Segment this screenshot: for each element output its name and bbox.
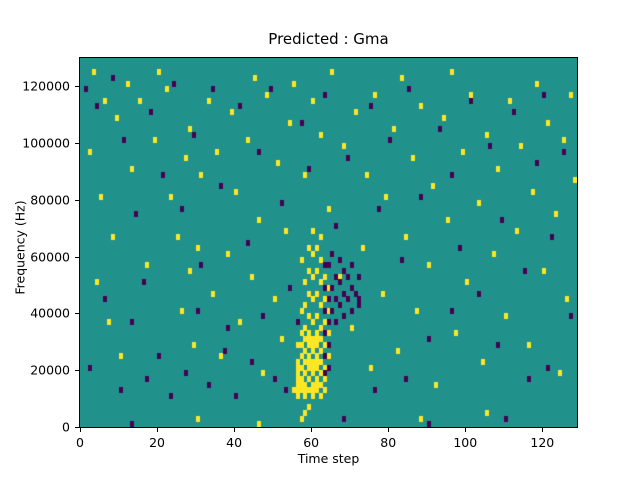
x-tick-label: 80 bbox=[380, 435, 397, 450]
y-tick-label: 40000 bbox=[30, 305, 70, 321]
plot-area bbox=[79, 57, 578, 428]
y-tick-label: 20000 bbox=[30, 362, 70, 378]
chart-title: Predicted : Gma bbox=[268, 30, 389, 48]
x-tick-label: 60 bbox=[303, 435, 320, 450]
x-tick-label: 40 bbox=[226, 435, 243, 450]
x-tick-mark bbox=[388, 428, 390, 432]
x-tick-mark bbox=[157, 428, 159, 432]
y-tick-mark bbox=[75, 256, 79, 258]
y-tick-mark bbox=[75, 199, 79, 201]
y-tick-label: 120000 bbox=[22, 78, 70, 94]
x-tick-label: 100 bbox=[453, 435, 478, 450]
x-tick-mark bbox=[311, 428, 313, 432]
y-tick-label: 0 bbox=[62, 419, 70, 435]
y-tick-mark bbox=[75, 313, 79, 315]
y-tick-label: 100000 bbox=[22, 135, 70, 151]
x-tick-mark bbox=[542, 428, 544, 432]
y-tick-mark bbox=[75, 370, 79, 372]
y-tick-mark bbox=[75, 143, 79, 145]
x-tick-mark bbox=[234, 428, 236, 432]
y-tick-mark bbox=[75, 427, 79, 428]
x-tick-label: 0 bbox=[76, 435, 84, 450]
x-tick-label: 20 bbox=[149, 435, 165, 450]
x-tick-mark bbox=[80, 428, 81, 432]
y-tick-label: 80000 bbox=[30, 192, 70, 208]
y-tick-mark bbox=[75, 86, 79, 88]
x-tick-label: 120 bbox=[530, 435, 555, 450]
heatmap-canvas bbox=[80, 58, 577, 427]
x-axis-label: Time step bbox=[297, 451, 360, 466]
y-tick-label: 60000 bbox=[30, 249, 70, 265]
x-tick-mark bbox=[465, 428, 467, 432]
